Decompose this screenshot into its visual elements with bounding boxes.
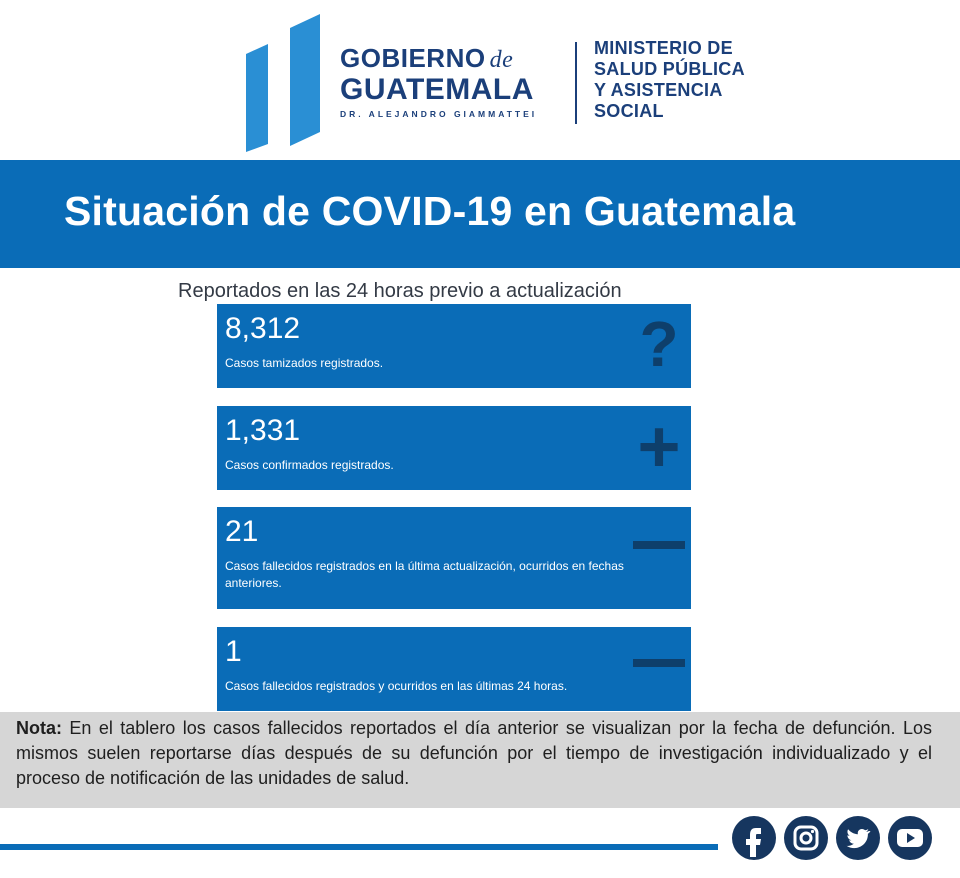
- stat-label: Casos fallecidos registrados en la últim…: [225, 559, 624, 590]
- stat-card-deaths-previous: 21 Casos fallecidos registrados en la úl…: [217, 507, 691, 609]
- stat-label: Casos tamizados registrados.: [225, 356, 384, 370]
- gov-word-gobierno: GOBIERNO: [340, 43, 486, 73]
- ministry-line: SOCIAL: [594, 101, 664, 121]
- stat-label: Casos confirmados registrados.: [225, 458, 394, 472]
- gov-word-guatemala: GUATEMALA: [340, 73, 534, 106]
- stat-value: 8,312: [225, 312, 301, 345]
- ministry-name: MINISTERIO DE SALUD PÚBLICA Y ASISTENCIA…: [594, 38, 794, 122]
- ministry-line: SALUD PÚBLICA: [594, 59, 745, 79]
- header-divider: [575, 42, 577, 124]
- ministry-line: MINISTERIO DE: [594, 38, 733, 58]
- note-box: [0, 712, 960, 808]
- instagram-icon[interactable]: [784, 816, 828, 860]
- stat-card-screened: 8,312 Casos tamizados registrados. ?: [217, 304, 691, 388]
- stat-label: Casos fallecidos registrados y ocurridos…: [225, 679, 568, 693]
- question-icon: ?: [639, 308, 679, 380]
- stat-card-confirmed: 1,331 Casos confirmados registrados. +: [217, 406, 691, 490]
- minus-icon: [633, 541, 685, 549]
- page-title: Situación de COVID-19 en Guatemala: [64, 188, 796, 234]
- minus-icon: [633, 659, 685, 667]
- stat-value: 1,331: [225, 414, 301, 447]
- footer-line: [0, 844, 718, 850]
- plus-icon: +: [637, 406, 681, 488]
- stat-value: 21: [225, 515, 259, 548]
- government-wordmark: GOBIERNO de GUATEMALA DR. ALEJANDRO GIAMM…: [340, 44, 560, 119]
- stat-value: 1: [225, 635, 242, 668]
- note-body: En el tablero los casos fallecidos repor…: [16, 718, 932, 788]
- gov-president-name: DR. ALEJANDRO GIAMMATTEI: [340, 109, 538, 119]
- gov-word-de: de: [489, 47, 514, 73]
- government-logo-mark: [246, 14, 320, 152]
- title-band: [0, 160, 960, 268]
- twitter-icon[interactable]: [836, 816, 880, 860]
- note-prefix: Nota:: [16, 718, 62, 738]
- youtube-icon[interactable]: [888, 816, 932, 860]
- page-subtitle: Reportados en las 24 horas previo a actu…: [178, 280, 622, 302]
- note-text: Nota: En el tablero los casos fallecidos…: [16, 716, 932, 791]
- facebook-icon[interactable]: [732, 816, 776, 860]
- ministry-line: Y ASISTENCIA: [594, 80, 723, 100]
- stat-card-deaths-24h: 1 Casos fallecidos registrados y ocurrid…: [217, 627, 691, 711]
